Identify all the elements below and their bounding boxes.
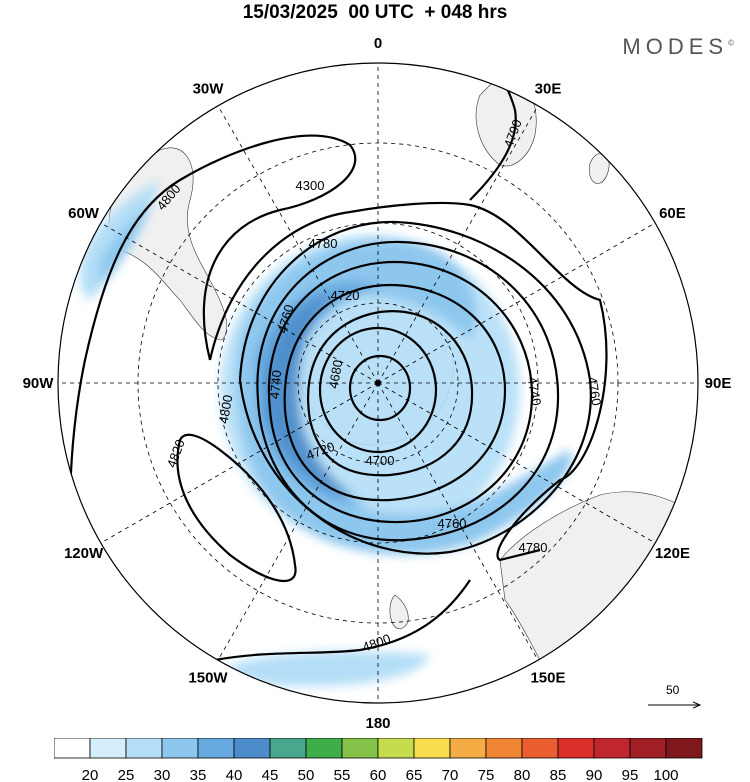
colorbar: 20 25 30 35 40 45 50 55 60 65 70 75 80 85 90 95 100 [54, 738, 703, 782]
longitude-label: 90E [705, 375, 732, 392]
longitude-label: 120E [655, 545, 690, 562]
colorbar-label: 55 [334, 767, 351, 782]
contour-label: 4680 [326, 359, 346, 390]
colorbar-label: 85 [550, 767, 567, 782]
colorbar-swatch [54, 738, 91, 759]
colorbar-swatch [269, 738, 307, 759]
meridian-line [377, 105, 539, 384]
contour-label: 4740 [267, 370, 284, 400]
wind-shading [79, 180, 572, 687]
colorbar-label: 60 [370, 767, 387, 782]
colorbar-swatch [521, 738, 559, 759]
map-title: 15/03/2025 00 UTC + 048 hrs [242, 2, 508, 23]
logo-mark: © [728, 38, 734, 48]
modes-logo: MODES© [622, 34, 734, 60]
colorbar-swatch [341, 738, 379, 759]
colorbar-label: 25 [118, 767, 135, 782]
meridian-line [377, 382, 656, 544]
colorbar-swatch [377, 738, 415, 759]
colorbar-label: 90 [586, 767, 603, 782]
colorbar-label: 75 [478, 767, 495, 782]
colorbar-label: 65 [406, 767, 423, 782]
longitude-label: 90W [23, 375, 55, 392]
longitude-label: 60W [68, 205, 100, 222]
colorbar-label: 100 [653, 767, 678, 782]
contour-label: 4760 [275, 303, 297, 335]
contour-label: 4820 [164, 437, 188, 469]
colorbar-swatch [413, 738, 451, 759]
colorbar-swatch [593, 738, 631, 759]
meridian-line [217, 382, 379, 661]
contour-label: 4800 [216, 394, 236, 425]
colorbar-label: 95 [622, 767, 639, 782]
contour-label: 4700 [366, 453, 395, 468]
colorbar-swatch [125, 738, 163, 759]
colorbar-label: 70 [442, 767, 459, 782]
contour-label: 4800 [360, 631, 392, 655]
longitude-label: 0 [374, 35, 382, 52]
longitude-label: 180 [365, 715, 390, 732]
colorbar-label: 80 [514, 767, 531, 782]
meridian-line [377, 382, 539, 661]
colorbar-swatch [629, 738, 667, 759]
contour-label: 4720 [331, 288, 360, 303]
reference-vector-label: 50 [666, 683, 680, 697]
colorbar-label: 40 [226, 767, 243, 782]
longitude-label: 30E [535, 81, 562, 98]
longitude-label: 150E [530, 669, 565, 686]
contour-label: 4300 [296, 178, 325, 193]
meridian-line [100, 222, 379, 384]
colorbar-swatch [161, 738, 199, 759]
colorbar-label: 30 [154, 767, 171, 782]
contour-label: 4780 [309, 236, 338, 251]
longitude-label: 60E [659, 205, 686, 222]
colorbar-label: 50 [298, 767, 315, 782]
colorbar-swatch [485, 738, 523, 759]
contour-label: 4780 [519, 540, 548, 555]
meridian-line [377, 222, 656, 384]
land-new-zealand [389, 594, 409, 630]
longitude-labels: 0 30E 60E 90E 120E 150E 180 150W 120W 90W 60W 30W [23, 35, 732, 732]
colorbar-label: 45 [262, 767, 279, 782]
geopotential-contours [68, 69, 608, 703]
meridian-line [217, 105, 379, 384]
longitude-label: 30W [193, 81, 225, 98]
longitude-label: 150W [188, 669, 228, 686]
meridians [58, 63, 698, 703]
longitude-label: 120W [64, 545, 104, 562]
colorbar-label: 20 [82, 767, 99, 782]
contour-label: 4760 [438, 516, 467, 531]
colorbar-swatch [449, 738, 487, 759]
colorbar-swatch [557, 738, 595, 759]
logo-text: MODES [622, 34, 729, 59]
colorbar-swatch [89, 738, 127, 759]
colorbar-swatch [233, 738, 271, 759]
contour-label: 4760 [585, 376, 605, 407]
colorbar-swatch [197, 738, 235, 759]
contour-label: 4740 [525, 376, 545, 407]
colorbar-swatch [665, 738, 703, 759]
meridian-line [100, 382, 379, 544]
colorbar-swatch [305, 738, 343, 759]
colorbar-label: 35 [190, 767, 207, 782]
